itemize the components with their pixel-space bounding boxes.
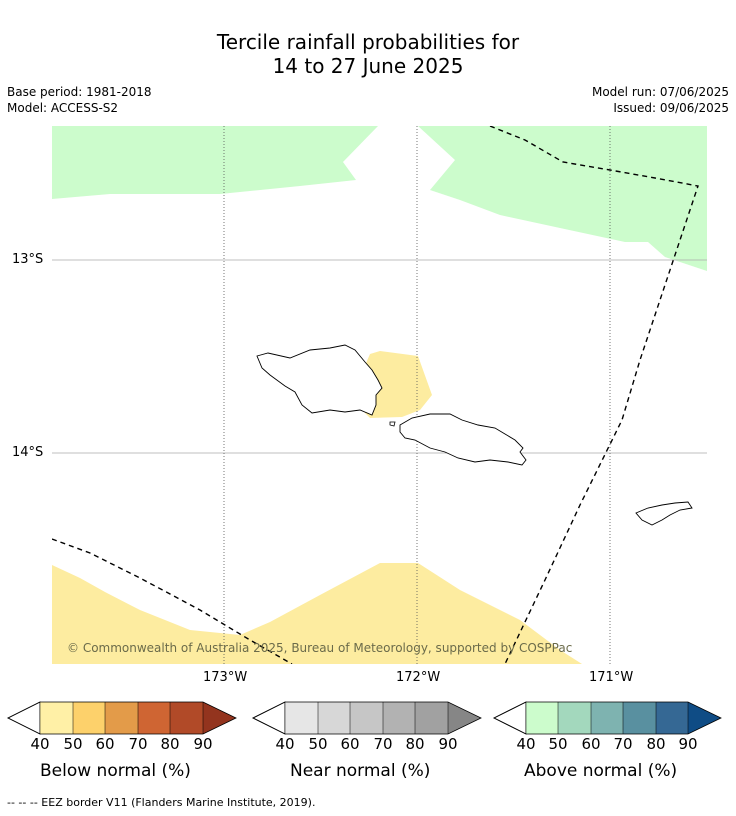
tick-near-90: 90 xyxy=(438,735,458,753)
tick-below-90: 90 xyxy=(193,735,213,753)
colorbar-label-above: Above normal (%) xyxy=(524,761,678,781)
island-upolu xyxy=(399,413,527,466)
colorbar-label-below: Below normal (%) xyxy=(40,761,191,781)
island-savaii xyxy=(256,344,383,416)
tick-above-70: 70 xyxy=(613,735,633,753)
lon-label-173w: 173°W xyxy=(203,670,248,685)
island-small-1 xyxy=(389,421,396,427)
tick-near-40: 40 xyxy=(275,735,295,753)
issued-date: Issued: 09/06/2025 xyxy=(613,101,729,115)
tick-above-40: 40 xyxy=(516,735,536,753)
tick-below-40: 40 xyxy=(30,735,50,753)
copyright-notice: © Commonwealth of Australia 2025, Bureau… xyxy=(67,641,573,655)
tick-above-60: 60 xyxy=(581,735,601,753)
lat-label-14s: 14°S xyxy=(12,445,44,460)
meta-right: Model run: 07/06/2025 Issued: 09/06/2025 xyxy=(592,84,729,116)
tick-near-60: 60 xyxy=(340,735,360,753)
tick-above-80: 80 xyxy=(646,735,666,753)
below-normal-region-south xyxy=(52,563,582,664)
tick-below-50: 50 xyxy=(63,735,83,753)
tick-near-70: 70 xyxy=(373,735,393,753)
map-title: Tercile rainfall probabilities for 14 to… xyxy=(0,30,736,78)
colorbar-near xyxy=(252,701,482,735)
tick-below-70: 70 xyxy=(128,735,148,753)
lon-label-172w: 172°W xyxy=(396,670,441,685)
eez-border-west xyxy=(52,538,293,664)
colorbar-below xyxy=(7,701,237,735)
colorbar-label-near: Near normal (%) xyxy=(290,761,431,781)
lat-label-13s: 13°S xyxy=(12,252,44,267)
meta-left: Base period: 1981-2018 Model: ACCESS-S2 xyxy=(7,84,152,116)
tick-above-50: 50 xyxy=(548,735,568,753)
title-line-1: Tercile rainfall probabilities for xyxy=(216,30,520,54)
colorbar-above xyxy=(493,701,722,735)
lon-label-171w: 171°W xyxy=(589,670,634,685)
tick-below-80: 80 xyxy=(160,735,180,753)
above-normal-region-nw xyxy=(52,126,378,199)
model-name: Model: ACCESS-S2 xyxy=(7,101,119,115)
model-run: Model run: 07/06/2025 xyxy=(591,85,729,99)
tick-near-50: 50 xyxy=(308,735,328,753)
tick-above-90: 90 xyxy=(678,735,698,753)
title-line-2: 14 to 27 June 2025 xyxy=(272,54,464,78)
eez-footnote: -- -- -- EEZ border V11 (Flanders Marine… xyxy=(7,796,316,809)
tick-below-60: 60 xyxy=(95,735,115,753)
base-period: Base period: 1981-2018 xyxy=(7,85,152,99)
eez-border-east xyxy=(489,126,699,664)
island-tutuila xyxy=(635,501,693,526)
above-normal-region-ne xyxy=(418,126,707,271)
tick-near-80: 80 xyxy=(405,735,425,753)
